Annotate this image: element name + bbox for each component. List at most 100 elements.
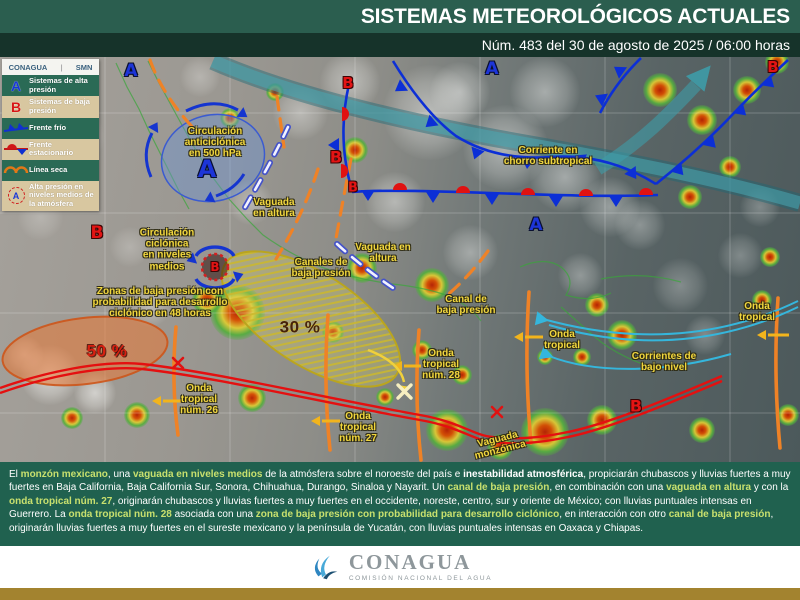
legend-divider: |	[60, 62, 63, 72]
cloud	[510, 57, 580, 127]
onda-tropical-28: Onda tropical núm. 28	[422, 348, 460, 382]
stationary-front-icon	[3, 142, 29, 156]
legend-label: Sistemas de alta presión	[29, 76, 88, 94]
high-pressure-letter: A	[485, 59, 499, 79]
dry-line-icon	[3, 164, 29, 176]
brand-tagline: COMISIÓN NACIONAL DEL AGUA	[348, 575, 493, 582]
highlight-term: vaguada en niveles medios	[132, 469, 263, 480]
summary-text-run: , una	[107, 469, 133, 480]
tropical-wave-lines	[172, 290, 782, 462]
cloud	[110, 227, 150, 267]
cloud	[615, 200, 665, 250]
highlight-term: vaguada en altura	[666, 482, 752, 494]
monsoon-trough-line	[0, 362, 723, 445]
cloud	[685, 315, 725, 355]
onda-tropical-27: Onda tropical núm. 27	[339, 411, 377, 445]
cold-fronts	[391, 57, 789, 186]
onda-tropical-26: Onda tropical núm. 26	[180, 383, 218, 417]
summary-paragraph: El monzón mexicano, una vaguada en nivel…	[9, 469, 791, 534]
convection-cell	[426, 409, 468, 451]
canales-baja-presion: Canales de baja presión	[291, 256, 351, 279]
wave-pointer-arrows	[152, 330, 789, 426]
cloud	[430, 62, 490, 122]
legend-rows: A Sistemas de alta presión B Sistemas de ba…	[2, 75, 99, 211]
satellite-map: Circulación anticiclónica en 500 hPa Vagu…	[0, 57, 800, 462]
highlight-term: canal de baja presión	[668, 509, 771, 521]
legend-item-high-pressure-a: A Sistemas de alta presión	[2, 75, 99, 97]
legend-label: Frente estacionario	[29, 139, 74, 158]
brand-name: CONAGUA	[348, 550, 472, 574]
summary-text-run: , en interacción con otro	[559, 509, 669, 521]
onda-tropical-este: Onda tropical	[738, 300, 776, 323]
map-annotations: Circulación anticiclónica en 500 hPa Vagu…	[0, 57, 800, 462]
legend-label: Frente frío	[29, 122, 67, 132]
bulletin-number-date: Núm. 483 del 30 de agosto de 2025 / 06:0…	[0, 33, 800, 57]
convection-cell	[719, 156, 741, 178]
convection-cell	[220, 108, 240, 128]
jet-stream-arrow	[594, 65, 711, 175]
vaguada-en-altura-1: Vaguada en altura	[253, 196, 295, 219]
summary-text-run: de la atmósfera sobre el noroeste del pa…	[262, 469, 464, 480]
legend-item-stationary-front: Frente estacionario	[2, 138, 99, 160]
stationary-fronts	[328, 83, 659, 207]
canal-baja-presion: Canal de baja presión	[436, 293, 496, 316]
high-pressure-letter: A	[529, 215, 543, 235]
high-pressure-a-icon: A	[10, 77, 22, 94]
convection-cell	[61, 407, 83, 429]
low-pressure-letter: B	[210, 260, 220, 274]
jet-stream-band	[209, 57, 800, 212]
conagua-water-icon	[314, 555, 338, 580]
convection-cell	[415, 268, 449, 302]
low-pressure-letter: B	[342, 74, 354, 92]
legend-label: Sistemas de baja presión	[29, 97, 90, 115]
coastlines	[115, 60, 682, 368]
upper-trough-dashed	[241, 124, 396, 291]
convection-cell	[765, 57, 789, 74]
convection-cell	[573, 348, 591, 366]
highlight-term: monzón mexicano	[20, 469, 108, 480]
cloud	[652, 257, 708, 313]
convection-cell	[585, 293, 609, 317]
annotation-overlay	[0, 57, 800, 462]
cloud	[580, 177, 640, 237]
vaguada-en-altura-2: Vaguada en altura	[355, 241, 411, 264]
legend-item-dry-line: Línea seca	[2, 159, 99, 181]
bold-term: inestabilidad atmosférica	[463, 469, 584, 480]
cloud-layer	[0, 57, 800, 462]
summary-text-run: , originarán chubascos y lluvias fuertes…	[9, 495, 752, 521]
brand-footer: CONAGUA COMISIÓN NACIONAL DEL AGUA	[0, 546, 800, 588]
highlight-term: onda tropical núm. 27	[9, 495, 113, 507]
gold-bar	[0, 588, 800, 600]
legend-item-cold-front: Frente frío	[2, 117, 99, 139]
conagua-logo: CONAGUA	[8, 62, 48, 72]
legend-label: Alta presión en niveles medios de la atm…	[29, 181, 94, 208]
zonas-baja-presion-48h: Zonas de baja presión con probabilidad p…	[92, 286, 228, 320]
summary-panel: El monzón mexicano, una vaguada en nivel…	[0, 462, 800, 546]
low-pressure-b-icon: B	[10, 98, 22, 115]
low-pressure-letter: B	[90, 223, 104, 243]
corrientes-bajo-nivel: Corrientes de bajo nivel	[631, 350, 697, 373]
cyclonic-circulation-symbol	[186, 245, 244, 290]
anticyclonic-rotation-arrows	[144, 102, 248, 203]
convection-cell	[452, 365, 472, 385]
low-level-current-arrows	[534, 300, 799, 370]
summary-text-run: El	[9, 469, 21, 480]
page-title: SISTEMAS METEOROLÓGICOS ACTUALES	[0, 0, 800, 33]
cloud	[365, 172, 425, 232]
circulacion-anticiclonica: Circulación anticiclónica en 500 hPa	[184, 126, 246, 160]
corriente-chorro-subtropical: Corriente en chorro subtropical	[503, 144, 593, 167]
convection-cell	[752, 290, 772, 310]
low-pressure-letter: B	[767, 58, 779, 76]
convection-cell	[192, 285, 222, 315]
prob-50: 50 %	[86, 341, 128, 361]
cloud	[557, 252, 603, 298]
smn-logo: SMN	[75, 62, 93, 72]
convection-cell	[376, 388, 394, 406]
low-pressure-letter: B	[348, 180, 358, 196]
summary-text-run: , propiciarán chubascos y lluvias fuerte…	[9, 469, 791, 494]
onda-tropical-oeste: Onda tropical	[543, 328, 581, 351]
cold-front-icon	[3, 122, 29, 134]
high-pressure-letter: A	[124, 61, 138, 81]
convection-cell	[678, 185, 702, 209]
